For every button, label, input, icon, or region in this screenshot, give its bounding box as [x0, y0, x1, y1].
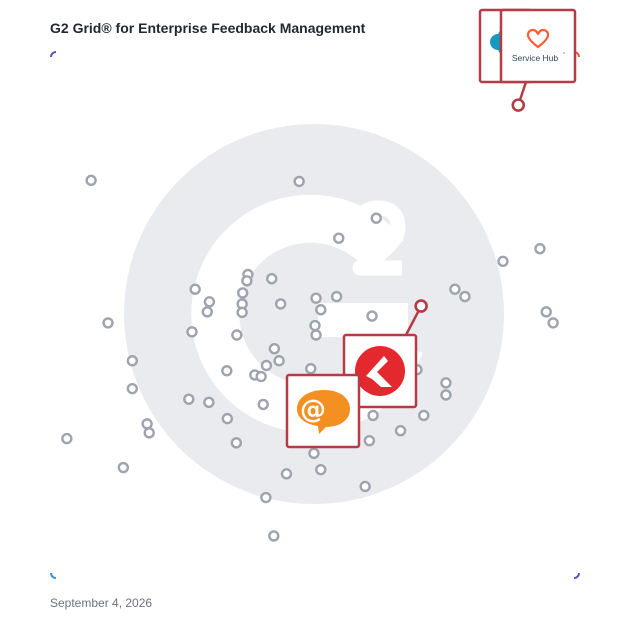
- highlighted-point-red-bird[interactable]: [414, 299, 428, 313]
- product-point-8[interactable]: [241, 275, 253, 287]
- product-point-53[interactable]: [363, 435, 376, 447]
- product-point-44[interactable]: [257, 398, 269, 411]
- product-point-57[interactable]: [280, 468, 293, 480]
- watermark-circle: [124, 124, 504, 504]
- product-point-58[interactable]: [359, 480, 371, 493]
- product-point-27[interactable]: [231, 329, 243, 341]
- frame-corner-tl: [50, 51, 57, 58]
- product-point-37[interactable]: [305, 362, 317, 375]
- at-chat-logo-card[interactable]: @: [285, 373, 361, 449]
- product-point-54[interactable]: [308, 447, 320, 460]
- watermark-superscript-2: [350, 200, 406, 276]
- product-point-42[interactable]: [183, 393, 195, 405]
- product-point-22[interactable]: [366, 310, 378, 322]
- product-point-6[interactable]: [497, 255, 509, 268]
- product-point-17[interactable]: [315, 304, 327, 316]
- product-point-15[interactable]: [310, 292, 322, 304]
- product-point-28[interactable]: [309, 319, 321, 332]
- service-hub-label: Service Hub: [512, 53, 559, 63]
- product-point-16[interactable]: [330, 290, 343, 303]
- product-point-59[interactable]: [260, 491, 272, 504]
- product-point-52[interactable]: [230, 437, 243, 449]
- frame-corner-bl: [50, 572, 57, 579]
- chat-bubble-icon: [297, 390, 350, 434]
- product-point-56[interactable]: [315, 463, 327, 476]
- product-point-19[interactable]: [459, 290, 471, 303]
- product-point-10[interactable]: [236, 287, 249, 299]
- product-point-26[interactable]: [186, 326, 198, 338]
- highlighted-point-hubspot-service-hub[interactable]: [511, 98, 526, 112]
- product-point-25[interactable]: [102, 317, 114, 329]
- service-hub-degree: °: [563, 52, 565, 58]
- product-point-36[interactable]: [255, 370, 267, 383]
- product-point-48[interactable]: [221, 412, 234, 425]
- red-bird-logo-card[interactable]: [342, 333, 418, 409]
- product-point-46[interactable]: [418, 409, 430, 422]
- product-point-1[interactable]: [85, 174, 97, 187]
- product-point-2[interactable]: [293, 175, 305, 188]
- product-point-32[interactable]: [126, 355, 139, 367]
- bird-icon: [366, 356, 392, 387]
- product-point-60[interactable]: [268, 530, 280, 542]
- product-point-51[interactable]: [61, 432, 73, 445]
- product-point-14[interactable]: [274, 298, 287, 310]
- product-point-3[interactable]: [370, 212, 382, 224]
- product-point-55[interactable]: [117, 461, 130, 474]
- product-point-34[interactable]: [221, 365, 233, 377]
- service-hub-logo-card[interactable]: Service Hub °: [499, 8, 577, 84]
- frame-corner-br: [573, 572, 580, 579]
- product-point-13[interactable]: [203, 296, 216, 308]
- product-point-31[interactable]: [273, 355, 285, 367]
- product-point-43[interactable]: [203, 396, 215, 409]
- product-point-30[interactable]: [268, 342, 281, 355]
- product-point-41[interactable]: [440, 389, 452, 401]
- product-point-33[interactable]: [260, 359, 273, 372]
- heart-icon: [526, 28, 550, 49]
- report-date: September 4, 2026: [50, 596, 153, 610]
- product-point-11[interactable]: [189, 283, 201, 295]
- product-point-23[interactable]: [540, 306, 552, 318]
- product-point-21[interactable]: [236, 306, 248, 319]
- red-bird-circle-icon: [355, 346, 405, 396]
- product-point-18[interactable]: [449, 283, 461, 295]
- chart-title: G2 Grid® for Enterprise Feedback Managem…: [50, 20, 366, 36]
- product-point-45[interactable]: [367, 409, 379, 422]
- product-point-5[interactable]: [534, 243, 546, 255]
- product-point-24[interactable]: [547, 317, 559, 329]
- at-symbol-icon: @: [300, 395, 326, 425]
- product-point-49[interactable]: [143, 427, 155, 439]
- product-point-47[interactable]: [141, 418, 153, 430]
- product-point-4[interactable]: [333, 232, 345, 244]
- product-point-29[interactable]: [310, 329, 322, 341]
- product-point-40[interactable]: [440, 377, 452, 389]
- product-point-50[interactable]: [394, 425, 407, 437]
- product-point-39[interactable]: [126, 382, 139, 395]
- product-point-20[interactable]: [201, 306, 213, 318]
- product-points: [61, 174, 559, 542]
- product-point-9[interactable]: [266, 273, 278, 285]
